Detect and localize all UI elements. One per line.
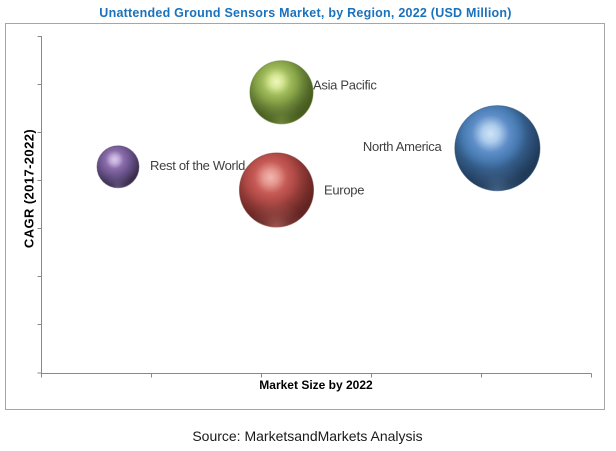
svg-text:North America: North America [363,139,443,154]
svg-text:Market Size by 2022: Market Size by 2022 [259,378,373,392]
svg-text:Asia Pacific: Asia Pacific [313,78,377,93]
svg-text:Europe: Europe [324,182,364,197]
svg-text:CAGR (2017-2022): CAGR (2017-2022) [22,129,37,248]
svg-text:Rest of the World: Rest of the World [150,158,245,173]
svg-text:Unattended Ground Sensors Mark: Unattended Ground Sensors Market, by Reg… [99,6,511,20]
svg-text:Source: MarketsandMarkets Anal: Source: MarketsandMarkets Analysis [192,428,422,444]
